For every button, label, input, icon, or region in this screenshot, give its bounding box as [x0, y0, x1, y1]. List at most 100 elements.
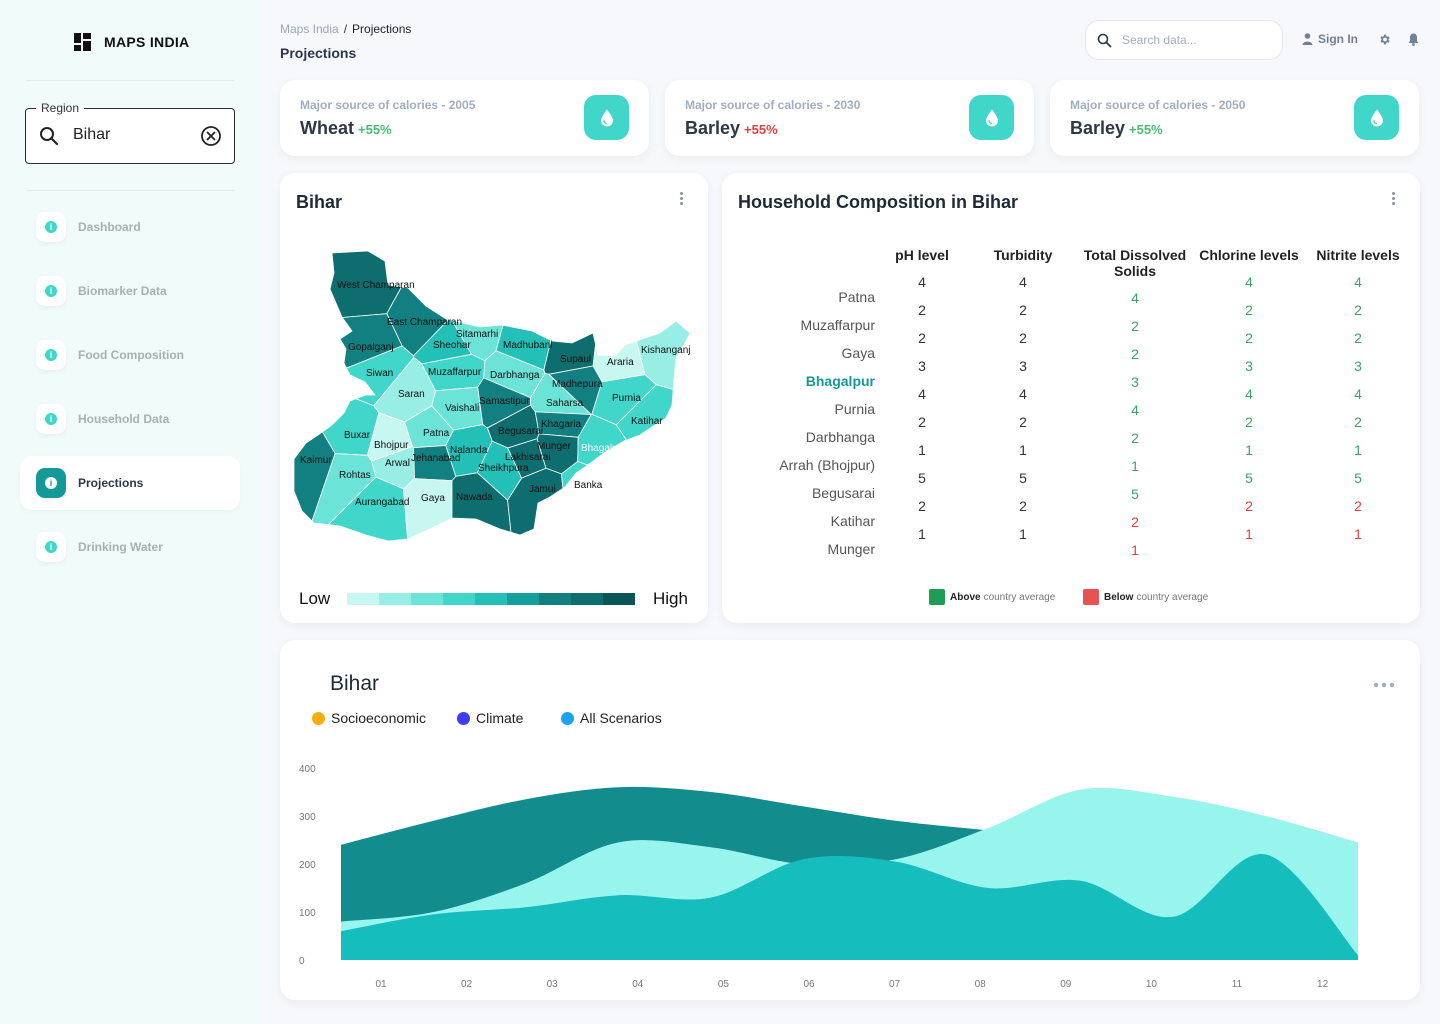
table-cell: 4	[1131, 290, 1139, 306]
table-cell: 5	[918, 470, 926, 486]
row-district-label: Begusarai	[811, 485, 875, 501]
district-nawada[interactable]	[451, 472, 512, 533]
x-tick-label: 10	[1146, 979, 1158, 990]
table-cell: 3	[1019, 358, 1027, 374]
region-search-field[interactable]: Region Bihar	[25, 101, 235, 164]
legend-swatch	[507, 593, 539, 605]
stat-value: Barley +55%	[1070, 118, 1163, 139]
sign-in-label: Sign In	[1318, 32, 1358, 46]
district-banka[interactable]	[560, 460, 589, 489]
x-tick-label: 03	[547, 979, 559, 990]
district-label: Sheikhpura	[478, 463, 529, 474]
district-kaimur[interactable]	[293, 431, 336, 522]
column-header: Nitrite levels	[1316, 247, 1400, 263]
clear-icon[interactable]	[200, 125, 222, 147]
nav-item-projections[interactable]: i Projections	[20, 456, 240, 510]
search-icon	[40, 127, 59, 146]
row-district-label: Muzaffarpur	[800, 317, 875, 333]
nav-item-dashboard[interactable]: i Dashboard	[20, 200, 240, 254]
nav-item-drinking-water[interactable]: i Drinking Water	[20, 520, 240, 574]
stat-card: Major source of calories - 2030 Barley +5…	[665, 80, 1034, 156]
sign-in-button[interactable]: Sign In	[1302, 32, 1358, 46]
nav-item-household-data[interactable]: i Household Data	[20, 392, 240, 446]
legend-socioeconomic[interactable]: Socioeconomic	[312, 710, 426, 726]
legend-climate[interactable]: Climate	[457, 710, 523, 726]
above-swatch	[929, 589, 945, 605]
breadcrumb-current: Projections	[352, 22, 412, 36]
nav-label: Dashboard	[78, 220, 141, 234]
water-drop-icon	[1354, 95, 1399, 140]
x-tick-label: 01	[375, 979, 387, 990]
info-icon: i	[36, 532, 66, 562]
x-tick-label: 04	[632, 979, 644, 990]
area-series-2[interactable]	[341, 853, 1358, 960]
nav-item-biomarker-data[interactable]: i Biomarker Data	[20, 264, 240, 318]
brand-logo[interactable]: MAPS INDIA	[74, 33, 189, 51]
table-cell: 4	[1131, 402, 1139, 418]
legend-swatch	[379, 593, 411, 605]
district-gaya[interactable]	[403, 478, 453, 540]
nav-label: Food Composition	[78, 348, 184, 362]
column-header: Total Dissolved Solids	[1083, 247, 1187, 279]
district-label: Nalanda	[450, 445, 488, 456]
district-label: Aurangabad	[355, 497, 410, 508]
water-drop-icon	[584, 95, 629, 140]
table-cell: 4	[1245, 386, 1253, 402]
district-gopalganj[interactable]	[339, 313, 403, 369]
sidebar-nav: i Dashboard i Biomarker Data i Food Comp…	[20, 200, 240, 584]
breadcrumb: Maps India / Projections	[280, 22, 411, 36]
table-cell: 1	[1019, 526, 1027, 542]
table-cell: 4	[918, 386, 926, 402]
district-aurangabad[interactable]	[327, 476, 409, 542]
household-title: Household Composition in Bihar	[738, 192, 1018, 212]
search-box[interactable]	[1085, 20, 1283, 60]
search-input[interactable]	[1122, 33, 1272, 47]
row-district-label: Bhagalpur	[805, 373, 875, 389]
region-value[interactable]: Bihar	[73, 126, 111, 143]
table-cell: 2	[1131, 430, 1139, 446]
table-cell: 2	[1131, 318, 1139, 334]
table-cell: 2	[1019, 498, 1027, 514]
legend-all-scenarios[interactable]: All Scenarios	[561, 710, 662, 726]
district-label: Darbhanga	[490, 370, 540, 381]
row-district-label: Gaya	[841, 345, 875, 361]
projection-chart-card: Bihar Socioeconomic Climate All Scenario…	[280, 640, 1420, 1000]
breadcrumb-root[interactable]: Maps India	[280, 22, 339, 36]
info-icon: i	[36, 212, 66, 242]
breadcrumb-separator: /	[343, 22, 348, 36]
district-label: Bhojpur	[374, 440, 409, 451]
gear-icon[interactable]	[1378, 33, 1391, 46]
district-label: Madhepura	[552, 379, 603, 390]
more-options-icon[interactable]	[1392, 192, 1396, 207]
district-label: Samastipur	[479, 396, 530, 407]
district-label: Nawada	[456, 492, 493, 503]
legend-below-bold: Below	[1104, 591, 1134, 603]
more-options-icon[interactable]	[1373, 682, 1395, 688]
table-cell: 2	[1245, 330, 1253, 346]
legend-label: Socioeconomic	[331, 710, 426, 726]
table-cell: 3	[1354, 358, 1362, 374]
legend-above-bold: Above	[950, 591, 981, 603]
district-label: Purnia	[612, 393, 641, 404]
table-cell: 2	[1019, 302, 1027, 318]
y-tick-label: 200	[299, 860, 316, 871]
legend-swatch	[571, 593, 603, 605]
legend-swatch	[475, 593, 507, 605]
nav-label: Household Data	[78, 412, 170, 426]
legend-swatch	[347, 593, 379, 605]
stat-value-text: Wheat	[300, 118, 354, 138]
table-cell: 2	[1354, 302, 1362, 318]
row-district-label: Purnia	[834, 401, 875, 417]
stat-label: Major source of calories - 2050	[1070, 98, 1246, 112]
sidebar: MAPS INDIA Region Bihar i Dashboard i Bi…	[0, 0, 260, 1024]
more-options-icon[interactable]	[680, 192, 684, 207]
stat-value: Barley +55%	[685, 118, 778, 139]
district-katihar[interactable]	[615, 384, 674, 441]
table-cell: 5	[1354, 470, 1362, 486]
district-jamui[interactable]	[507, 467, 564, 536]
bell-icon[interactable]	[1408, 33, 1419, 46]
info-icon: i	[36, 468, 66, 498]
x-tick-label: 05	[718, 979, 730, 990]
x-tick-label: 08	[975, 979, 987, 990]
nav-item-food-composition[interactable]: i Food Composition	[20, 328, 240, 382]
